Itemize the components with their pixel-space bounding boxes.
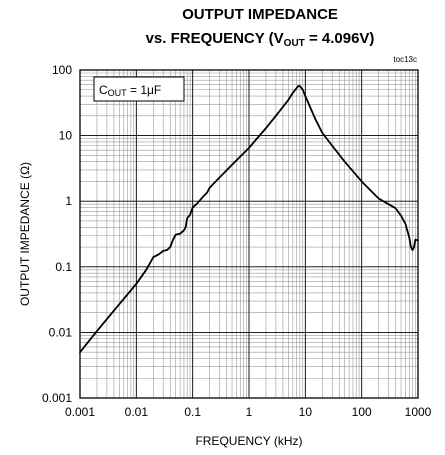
chart-title-line1: OUTPUT IMPEDANCE [182, 6, 338, 23]
x-tick-label: 1000 [405, 405, 432, 419]
y-tick-labels: 0.001 0.01 0.1 1 10 100 [42, 63, 72, 405]
series-layer [79, 85, 419, 354]
legend-label: COUT = 1μF [99, 83, 161, 98]
plot-area-frame [79, 69, 419, 399]
legend-label-prefix: C [99, 83, 108, 97]
legend-box [93, 76, 185, 102]
y-axis-label: OUTPUT IMPEDANCE (Ω) [18, 162, 32, 306]
legend-label-subscript: OUT [108, 88, 128, 98]
chart-tag: toc13c [393, 55, 417, 64]
x-tick-label: 100 [352, 405, 372, 419]
x-tick-label: 0.1 [184, 405, 201, 419]
x-tick-label: 1 [246, 405, 253, 419]
x-tick-label: 10 [299, 405, 313, 419]
legend: COUT = 1μF [93, 76, 185, 102]
legend-label-suffix: = 1μF [127, 83, 162, 97]
chart-title-line2-suffix: = 4.096V) [305, 30, 375, 47]
x-axis-label: FREQUENCY (kHz) [195, 434, 302, 448]
y-tick-label: 1 [65, 194, 72, 208]
chart-title-line2-subscript: OUT [284, 38, 305, 49]
y-tick-label: 100 [52, 63, 72, 77]
series-line [79, 85, 419, 354]
chart-title-line2-prefix: vs. FREQUENCY (V [146, 30, 284, 47]
y-tick-label: 10 [59, 129, 73, 143]
y-tick-label: 0.001 [42, 391, 72, 405]
x-tick-label: 0.01 [125, 405, 149, 419]
x-tick-label: 0.001 [65, 405, 95, 419]
chart-title-line2: vs. FREQUENCY (VOUT = 4.096V) [146, 30, 375, 49]
x-tick-labels: 0.001 0.01 0.1 1 10 100 1000 [65, 405, 432, 419]
grid-major [80, 70, 418, 398]
y-tick-label: 0.1 [55, 260, 72, 274]
y-tick-label: 0.01 [49, 325, 73, 339]
